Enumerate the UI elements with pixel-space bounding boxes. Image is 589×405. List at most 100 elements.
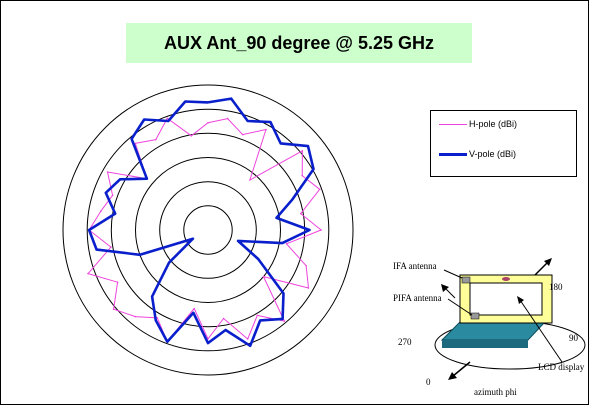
- angle-90-label: 90: [569, 333, 579, 343]
- data-point-h-5: [301, 150, 304, 152]
- data-point-v-16: [249, 345, 251, 347]
- arrow-180: [534, 261, 549, 276]
- data-point-v-10: [281, 242, 284, 244]
- polar-ring-4: [110, 132, 306, 328]
- data-point-h-18: [207, 338, 209, 340]
- data-point-v-22: [151, 295, 153, 298]
- ifa-antenna-marker: [461, 276, 471, 284]
- data-point-h-19: [193, 307, 195, 310]
- data-point-v-6: [312, 168, 315, 170]
- data-point-v-21: [155, 319, 157, 322]
- data-point-v-27: [88, 229, 90, 231]
- data-point-v-12: [257, 258, 260, 260]
- data-point-v-13: [282, 292, 285, 295]
- pifa-antenna-label: PIFA antenna: [393, 293, 442, 303]
- data-point-v-8: [275, 217, 278, 219]
- polar-ring-1: [183, 205, 233, 255]
- azimuth-label: azimuth phi: [474, 387, 517, 397]
- data-point-v-30: [119, 178, 121, 181]
- data-point-v-20: [166, 340, 169, 343]
- data-point-v-4: [279, 142, 282, 145]
- data-point-h-6: [301, 174, 304, 177]
- polar-ring-5: [86, 108, 330, 352]
- data-point-v-25: [139, 254, 141, 256]
- data-point-h-8: [300, 212, 302, 215]
- arrow-0: [452, 361, 471, 377]
- ifa-antenna-label: IFA antenna: [393, 261, 437, 271]
- data-point-v-19: [192, 312, 195, 314]
- angle-180-label: 180: [549, 282, 563, 292]
- data-point-v-9: [308, 229, 311, 231]
- legend-h-pole-label: H-pole (dBi): [469, 119, 518, 129]
- camera-dot: [502, 277, 510, 281]
- data-point-h-25: [87, 272, 89, 275]
- data-point-v-29: [105, 192, 107, 194]
- data-point-h-17: [222, 317, 225, 320]
- ifa-pointer: [443, 269, 463, 279]
- data-point-v-33: [143, 118, 145, 121]
- data-point-h-21: [156, 317, 159, 319]
- data-point-h-2: [241, 133, 244, 136]
- polar-ring-2: [159, 181, 257, 279]
- polar-ring-3: [135, 157, 281, 303]
- data-point-v-15: [259, 319, 262, 322]
- h-pole-swatch: [439, 123, 467, 125]
- laptop-base: [440, 321, 547, 341]
- data-point-h-35: [190, 135, 193, 137]
- lcd-pointer: [519, 299, 563, 363]
- data-point-v-7: [291, 198, 294, 201]
- data-point-v-5: [307, 145, 309, 147]
- data-point-v-18: [207, 342, 209, 344]
- lcd-display-label: LCD display: [538, 362, 585, 372]
- data-point-h-4: [249, 179, 251, 181]
- data-point-h-30: [106, 171, 109, 173]
- chart-legend: H-pole (dBi) V-pole (dBi): [430, 110, 577, 177]
- data-point-h-26: [110, 246, 112, 248]
- arrow-270: [444, 287, 456, 299]
- data-point-h-1: [226, 117, 229, 120]
- data-point-h-32: [134, 142, 137, 145]
- polar-grid: [62, 84, 354, 376]
- angle-0-label: 0: [426, 377, 431, 387]
- data-point-h-34: [166, 117, 169, 120]
- data-point-v-34: [167, 120, 170, 122]
- arrowhead-270-icon: [441, 284, 449, 292]
- arrowhead-0-icon: [448, 372, 457, 380]
- data-point-v-14: [281, 318, 284, 320]
- laptop-base-front: [442, 340, 528, 348]
- arrowhead-180-icon: [544, 258, 552, 266]
- data-point-h-15: [256, 314, 259, 317]
- data-point-v-24: [192, 237, 194, 240]
- data-point-h-13: [262, 275, 265, 278]
- data-point-v-1: [230, 97, 232, 100]
- data-point-h-3: [265, 128, 267, 131]
- data-point-v-23: [168, 261, 170, 264]
- data-point-v-3: [269, 121, 272, 123]
- legend-item-h-pole: H-pole (dBi): [439, 119, 517, 129]
- data-point-h-10: [285, 243, 288, 245]
- data-point-v-31: [146, 177, 148, 180]
- data-point-h-11: [305, 264, 307, 267]
- data-point-h-7: [318, 188, 321, 191]
- data-point-h-0: [207, 121, 209, 124]
- pifa-antenna-marker: [470, 312, 480, 320]
- data-point-v-26: [95, 248, 98, 251]
- polar-ring-6: [62, 84, 354, 376]
- legend-v-pole-label: V-pole (dBi): [469, 149, 517, 159]
- angle-270-label: 270: [398, 337, 412, 347]
- data-point-v-2: [246, 120, 249, 122]
- lcd-arrowhead-icon: [517, 296, 524, 304]
- data-point-h-23: [112, 308, 115, 311]
- data-point-v-17: [224, 329, 227, 331]
- data-point-v-35: [184, 100, 187, 103]
- data-point-h-29: [111, 194, 114, 197]
- data-point-h-24: [116, 281, 119, 284]
- data-point-h-22: [134, 315, 137, 318]
- v-pole-swatch: [439, 152, 467, 156]
- data-point-h-16: [246, 338, 249, 340]
- data-point-h-33: [155, 138, 157, 141]
- data-point-h-28: [100, 210, 102, 212]
- legend-item-v-pole: V-pole (dBi): [439, 149, 516, 159]
